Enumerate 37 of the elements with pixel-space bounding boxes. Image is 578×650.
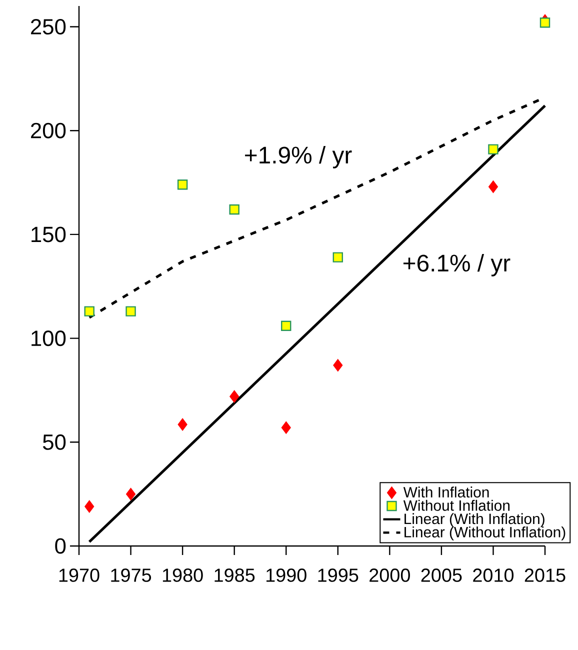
point	[126, 488, 136, 500]
x-tick-label: 1985	[214, 568, 255, 582]
point	[488, 144, 498, 154]
legend-label: Linear (Without Inflation)	[404, 526, 566, 540]
annotation: +6.1% / yr	[403, 254, 510, 276]
y-tick-label: 150	[32, 226, 66, 242]
x-tick-label: 1995	[318, 568, 358, 582]
point	[229, 204, 240, 215]
point	[488, 180, 498, 193]
y-tick-label: 250	[31, 18, 66, 35]
y-tick-label: 0	[55, 538, 66, 554]
point	[540, 18, 550, 28]
x-tick-label: 2005	[421, 568, 462, 582]
x-tick-label: 1970	[59, 568, 100, 582]
x-tick-label: 2015	[524, 568, 566, 582]
point	[281, 320, 292, 331]
point	[333, 359, 343, 372]
x-tick-label: 1975	[111, 568, 152, 582]
x-tick-label: 1990	[266, 568, 306, 582]
x-tick-label: 2010	[473, 568, 514, 582]
y-tick-label: 100	[32, 330, 66, 346]
legend-label: Without Inflation	[403, 500, 510, 511]
legend-label: Linear (With Inflation)	[404, 513, 544, 528]
point	[230, 390, 240, 403]
point	[126, 306, 136, 316]
annotation: +1.9% / yr	[245, 146, 352, 168]
y-tick-label: 50	[42, 434, 66, 450]
x-tick-label: 1980	[162, 568, 203, 582]
point	[332, 252, 343, 262]
point	[84, 500, 94, 513]
point	[178, 418, 188, 431]
point	[177, 180, 188, 190]
y-tick-label: 200	[31, 122, 66, 138]
legend-label: With Inflation	[403, 486, 489, 498]
point	[281, 422, 291, 434]
point	[84, 306, 94, 316]
x-tick-label: 2000	[370, 568, 410, 582]
